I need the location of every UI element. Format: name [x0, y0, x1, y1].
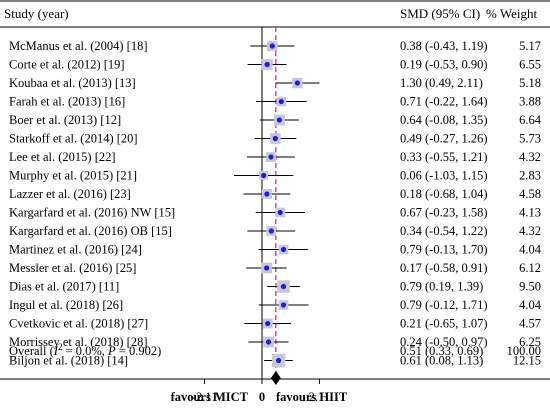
study-label: Morrissey et al. (2018) [28]: [9, 335, 148, 349]
study-label: Dias et al. (2017) [11]: [9, 280, 119, 294]
study-point: [272, 135, 278, 142]
study-weight: 4.04: [519, 298, 542, 312]
study-weight: 4.04: [519, 243, 542, 257]
plot-marks: [204, 27, 320, 385]
overall-i2-symbol: I: [53, 344, 59, 358]
overall-weight: 100.00: [507, 344, 541, 358]
study-smd-text: 0.34 (-0.54, 1.22): [400, 224, 488, 238]
study-point: [294, 80, 300, 86]
overall-i2-sup: 2: [58, 342, 63, 352]
study-weight: 6.12: [519, 261, 541, 275]
study-label: Ingul et al. (2018) [26]: [9, 298, 123, 312]
study-label: Koubaa et al. (2013) [13]: [9, 76, 136, 90]
study-label: Kargarfard et al. (2016) OB [15]: [9, 224, 172, 238]
study-point: [261, 172, 267, 179]
study-label: Farah et al. (2013) [16]: [9, 95, 125, 109]
study-smd-text: 0.06 (-1.03, 1.15): [400, 169, 488, 183]
study-label: Biljon et al. (2018) [14]: [9, 354, 128, 368]
study-point: [278, 98, 284, 105]
study-smd-text: 0.17 (-0.58, 0.91): [400, 261, 488, 275]
study-smd-text: 0.71 (-0.22, 1.64): [400, 95, 488, 109]
header-weight: % Weight: [486, 6, 537, 21]
overall-label-prefix: Overall (: [9, 344, 54, 358]
study-label: Starkoff et al. (2014) [20]: [9, 132, 138, 146]
study-smd-text: 0.24 (-0.50, 0.97): [400, 335, 488, 349]
study-weight: 9.50: [519, 280, 541, 294]
study-weight: 3.88: [519, 95, 541, 109]
study-point: [264, 191, 270, 197]
study-weight: 2.83: [519, 169, 541, 183]
study-smd-text: 0.38 (-0.43, 1.19): [400, 39, 488, 53]
study-label: Messler et al. (2016) [25]: [9, 261, 136, 275]
study-smd-text: 0.19 (-0.53, 0.90): [400, 58, 488, 72]
overall-label-end: = 0.902): [116, 344, 162, 358]
study-weight: 6.25: [519, 335, 541, 349]
study-point: [264, 265, 270, 271]
study-rows: McManus et al. (2004) [18] 0.38 (-0.43, 1…: [9, 39, 542, 368]
study-smd-text: 0.61 (0.08, 1.13): [400, 354, 483, 368]
study-point: [265, 339, 272, 345]
study-weight: 5.17: [519, 39, 541, 53]
study-point: [268, 154, 274, 160]
study-label: Boer et al. (2013) [12]: [9, 113, 121, 127]
study-point: [264, 61, 270, 68]
study-label: Lazzer et al. (2016) [23]: [9, 187, 131, 201]
favours-left-label: favours MICT: [171, 390, 249, 404]
overall-diamond: [270, 371, 281, 385]
study-label: Murphy et al. (2015) [21]: [9, 169, 137, 183]
study-weight: 4.58: [519, 187, 541, 201]
study-point: [280, 246, 287, 253]
study-smd-text: 0.18 (-0.68, 1.04): [400, 187, 488, 201]
study-point: [275, 357, 282, 364]
study-point: [277, 209, 283, 216]
study-smd-text: 0.33 (-0.55, 1.21): [400, 150, 488, 164]
tick-label-left: -2.11: [192, 390, 218, 404]
study-smd-text: 0.67 (-0.23, 1.58): [400, 206, 488, 220]
tick-label-zero: 0: [259, 390, 265, 404]
study-label: Cvetkovic et al. (2018) [27]: [9, 317, 148, 331]
overall-smd-text: 0.51 (0.33, 0.69): [400, 344, 483, 358]
study-weight: 4.32: [519, 224, 541, 238]
study-weight: 4.57: [519, 317, 541, 331]
study-weight: 6.55: [519, 58, 541, 72]
study-weight: 4.13: [519, 206, 541, 220]
study-smd-text: 0.79 (-0.12, 1.71): [400, 298, 488, 312]
overall-label: Overall (I2 = 0.0%, P = 0.902): [9, 342, 161, 358]
favours-right-label: favours HIIT: [276, 390, 348, 404]
study-weight: 6.64: [519, 113, 542, 127]
study-label: McManus et al. (2004) [18]: [9, 39, 148, 53]
overall-label-rest: = 0.0%,: [62, 344, 108, 358]
study-smd-text: 0.79 (-0.13, 1.70): [400, 243, 488, 257]
study-weight: 5.73: [519, 132, 541, 146]
tick-label-right: 2.11: [309, 390, 330, 404]
study-point: [269, 43, 275, 49]
study-smd-text: 0.49 (-0.27, 1.26): [400, 132, 488, 146]
study-point: [280, 283, 287, 290]
study-label: Corte et al. (2012) [19]: [9, 58, 125, 72]
study-point: [265, 320, 271, 327]
study-point: [268, 228, 274, 234]
study-smd-text: 0.79 (0.19, 1.39): [400, 280, 483, 294]
study-weight: 5.18: [519, 76, 541, 90]
study-label: Lee et al. (2015) [22]: [9, 150, 116, 164]
header-smd: SMD (95% CI): [400, 6, 480, 21]
study-label: Kargarfard et al. (2016) NW [15]: [9, 206, 175, 220]
study-smd-text: 0.64 (-0.08, 1.35): [400, 113, 488, 127]
header-study: Study (year): [4, 6, 69, 21]
study-smd-text: 0.21 (-0.65, 1.07): [400, 317, 488, 331]
study-weight: 12.15: [513, 354, 541, 368]
study-point: [280, 302, 287, 308]
study-point: [276, 117, 283, 123]
study-smd-text: 1.30 (0.49, 2.11): [400, 76, 483, 90]
study-label: Martinez et al. (2016) [24]: [9, 243, 142, 257]
overall-p-symbol: P: [107, 344, 116, 358]
study-weight: 4.32: [519, 150, 541, 164]
